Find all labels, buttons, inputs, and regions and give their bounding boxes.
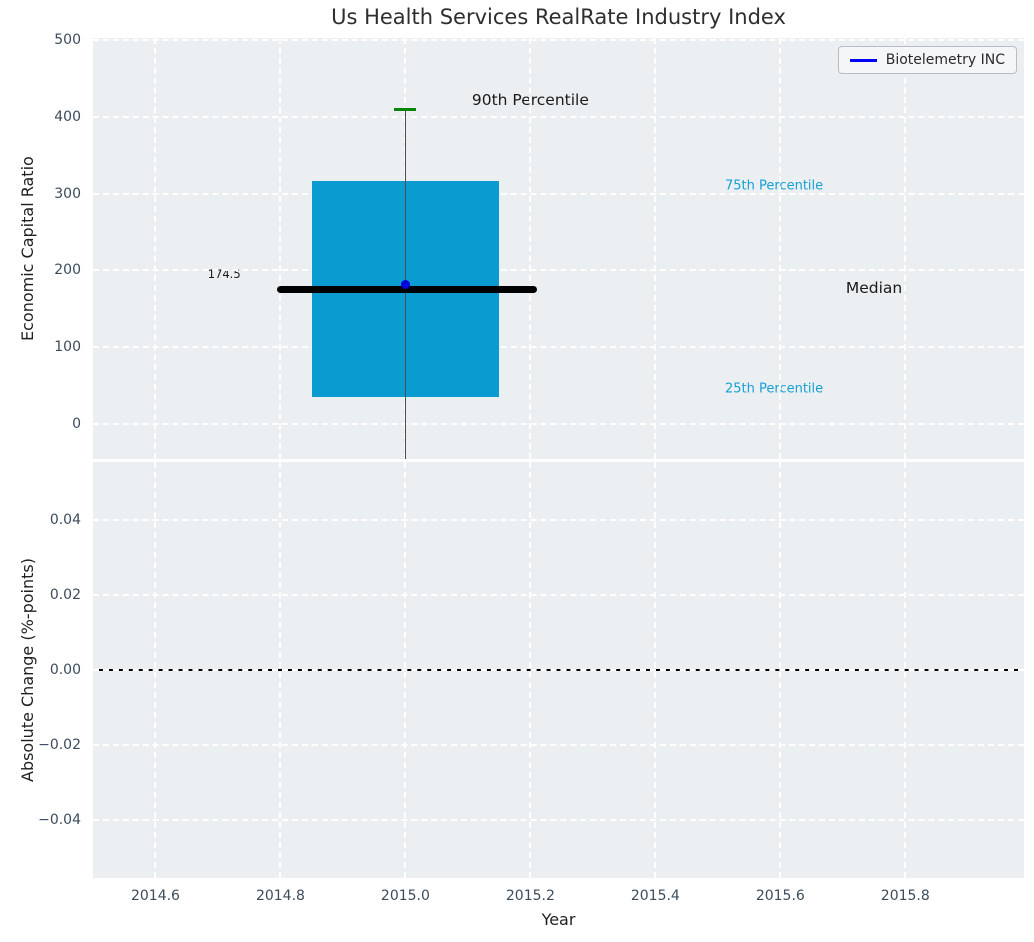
annotation-median: Median (845, 278, 903, 297)
top-y-axis-label: Economic Capital Ratio (18, 156, 37, 341)
y-tick-label: 0.02 (49, 587, 81, 604)
h-gridline (93, 594, 1024, 597)
p90-whisker-cap (394, 107, 417, 111)
y-tick-label: 200 (54, 262, 81, 279)
v-gridline (904, 38, 907, 459)
h-gridline (93, 346, 1024, 349)
top-axes-economic-capital-ratio: 90th Percentile 75th Percentile Median 2… (93, 38, 1024, 459)
y-tick-label: 300 (54, 185, 81, 202)
v-gridline (779, 462, 782, 878)
chart-title: Us Health Services RealRate Industry Ind… (331, 5, 786, 29)
h-gridline (93, 115, 1024, 118)
legend: Biotelemetry INC (837, 46, 1017, 74)
x-tick-label: 2015.8 (880, 888, 930, 904)
y-tick-label: 0 (72, 415, 81, 432)
v-gridline (154, 38, 157, 459)
v-gridline (779, 38, 782, 459)
x-tick-label: 2014.6 (130, 888, 180, 904)
h-gridline (93, 39, 1024, 42)
y-tick-label: 0.04 (49, 512, 81, 529)
x-tick-label: 2015.0 (380, 888, 430, 904)
v-gridline (529, 38, 532, 459)
v-gridline (404, 462, 407, 878)
h-gridline (93, 743, 1024, 746)
y-tick-label: 0.00 (49, 662, 81, 678)
biotelemetry-marker (400, 279, 410, 289)
v-gridline (529, 462, 532, 878)
y-tick-label: −0.04 (38, 811, 81, 828)
y-tick-label: 400 (54, 108, 81, 125)
x-tick-label: 2015.6 (755, 888, 805, 904)
x-tick-label: 2014.8 (255, 888, 305, 904)
legend-line-sample (849, 58, 877, 62)
h-gridline (93, 192, 1024, 195)
h-gridline (93, 669, 1024, 671)
v-gridline (279, 38, 282, 459)
x-tick-label: 2015.4 (630, 888, 680, 904)
h-gridline (93, 422, 1024, 425)
h-gridline (93, 519, 1024, 522)
bottom-axes-absolute-change (93, 462, 1024, 878)
y-tick-label: −0.02 (38, 736, 81, 753)
annotation-75th-percentile: 75th Percentile (724, 178, 824, 194)
h-gridline (93, 269, 1024, 272)
legend-label: Biotelemetry INC (885, 52, 1005, 68)
v-gridline (654, 38, 657, 459)
v-gridline (904, 462, 907, 878)
x-tick-label: 2015.2 (505, 888, 555, 904)
y-tick-label: 100 (54, 339, 81, 356)
v-gridline (154, 462, 157, 878)
y-tick-label: 500 (54, 32, 81, 49)
median-line (277, 286, 537, 294)
x-axis-label: Year (541, 910, 576, 929)
annotation-25th-percentile: 25th Percentile (724, 381, 824, 397)
h-gridline (93, 818, 1024, 821)
v-gridline (279, 462, 282, 878)
v-gridline (654, 462, 657, 878)
